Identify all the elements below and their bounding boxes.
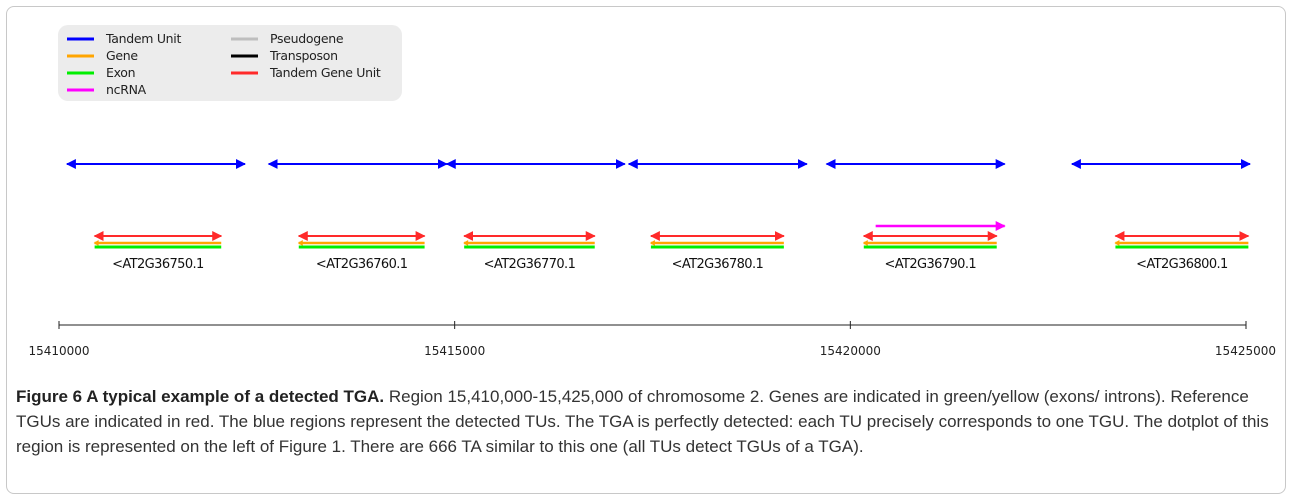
gene-direction xyxy=(297,240,303,246)
gene-label: <AT2G36750.1 xyxy=(112,257,204,272)
axis-tick-label: 15415000 xyxy=(424,344,485,358)
x-axis: 15410000 15415000 15420000 15425000 xyxy=(28,321,1276,358)
caption-title: Figure 6 A typical example of a detected… xyxy=(16,387,385,406)
legend: Tandem Unit Gene Exon ncRNA Pseudogene Transp… xyxy=(67,31,381,97)
axis-tick-label: 15410000 xyxy=(28,344,89,358)
tracks: <AT2G36750.1 <AT2G36760.1 <AT2G36770.1 <AT2… xyxy=(65,159,1251,272)
genome-track-plot: Tandem Unit Gene Exon ncRNA Pseudogene Transp… xyxy=(28,25,1276,358)
legend-label: Gene xyxy=(106,48,138,63)
legend-label: Tandem Gene Unit xyxy=(269,65,381,80)
figure-frame xyxy=(6,6,1286,494)
legend-label: ncRNA xyxy=(106,82,147,97)
gene-label: <AT2G36780.1 xyxy=(672,257,764,272)
figure-caption: Figure 6 A typical example of a detected… xyxy=(16,384,1278,459)
gene-label: <AT2G36760.1 xyxy=(316,257,408,272)
gene-label: <AT2G36770.1 xyxy=(484,257,576,272)
gene-direction xyxy=(862,240,868,246)
gene-label: <AT2G36790.1 xyxy=(884,257,976,272)
gene-label: <AT2G36800.1 xyxy=(1136,257,1228,272)
caption-text: Region 15,410,000-15,425,000 of chromoso… xyxy=(16,387,1269,456)
gene-direction xyxy=(463,240,469,246)
legend-label: Tandem Unit xyxy=(105,31,181,46)
axis-tick-label: 15420000 xyxy=(820,344,881,358)
legend-label: Exon xyxy=(106,65,135,80)
axis-tick-label: 15425000 xyxy=(1215,344,1276,358)
legend-label: Transposon xyxy=(269,48,338,63)
gene-direction xyxy=(1114,240,1120,246)
legend-label: Pseudogene xyxy=(270,31,344,46)
legend-box xyxy=(58,25,402,101)
gene-direction xyxy=(649,240,655,246)
gene-direction xyxy=(93,240,99,246)
